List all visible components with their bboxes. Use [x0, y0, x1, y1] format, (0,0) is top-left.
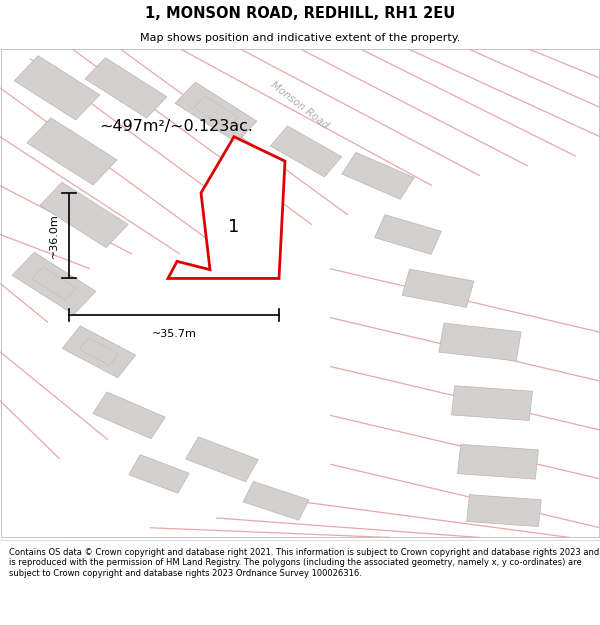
Polygon shape — [458, 444, 538, 479]
Polygon shape — [374, 214, 442, 254]
Text: 1, MONSON ROAD, REDHILL, RH1 2EU: 1, MONSON ROAD, REDHILL, RH1 2EU — [145, 6, 455, 21]
Polygon shape — [243, 481, 309, 520]
Polygon shape — [467, 494, 541, 527]
Polygon shape — [342, 152, 414, 199]
Polygon shape — [62, 326, 136, 378]
Polygon shape — [402, 269, 474, 308]
Polygon shape — [14, 56, 100, 120]
Text: Monson Road: Monson Road — [269, 79, 331, 131]
Text: ~497m²/~0.123ac.: ~497m²/~0.123ac. — [99, 119, 253, 134]
Polygon shape — [168, 137, 285, 279]
Polygon shape — [186, 437, 258, 482]
Polygon shape — [452, 386, 532, 421]
Polygon shape — [93, 392, 165, 439]
Polygon shape — [175, 82, 257, 142]
Polygon shape — [40, 182, 128, 248]
Polygon shape — [439, 323, 521, 361]
Polygon shape — [129, 455, 189, 493]
Text: 1: 1 — [229, 218, 239, 236]
Text: ~36.0m: ~36.0m — [49, 213, 59, 258]
Text: Contains OS data © Crown copyright and database right 2021. This information is : Contains OS data © Crown copyright and d… — [9, 548, 599, 578]
Polygon shape — [12, 253, 96, 314]
Text: ~35.7m: ~35.7m — [152, 329, 196, 339]
Polygon shape — [27, 118, 117, 185]
Polygon shape — [271, 126, 341, 177]
Polygon shape — [85, 58, 167, 118]
Text: Map shows position and indicative extent of the property.: Map shows position and indicative extent… — [140, 33, 460, 43]
